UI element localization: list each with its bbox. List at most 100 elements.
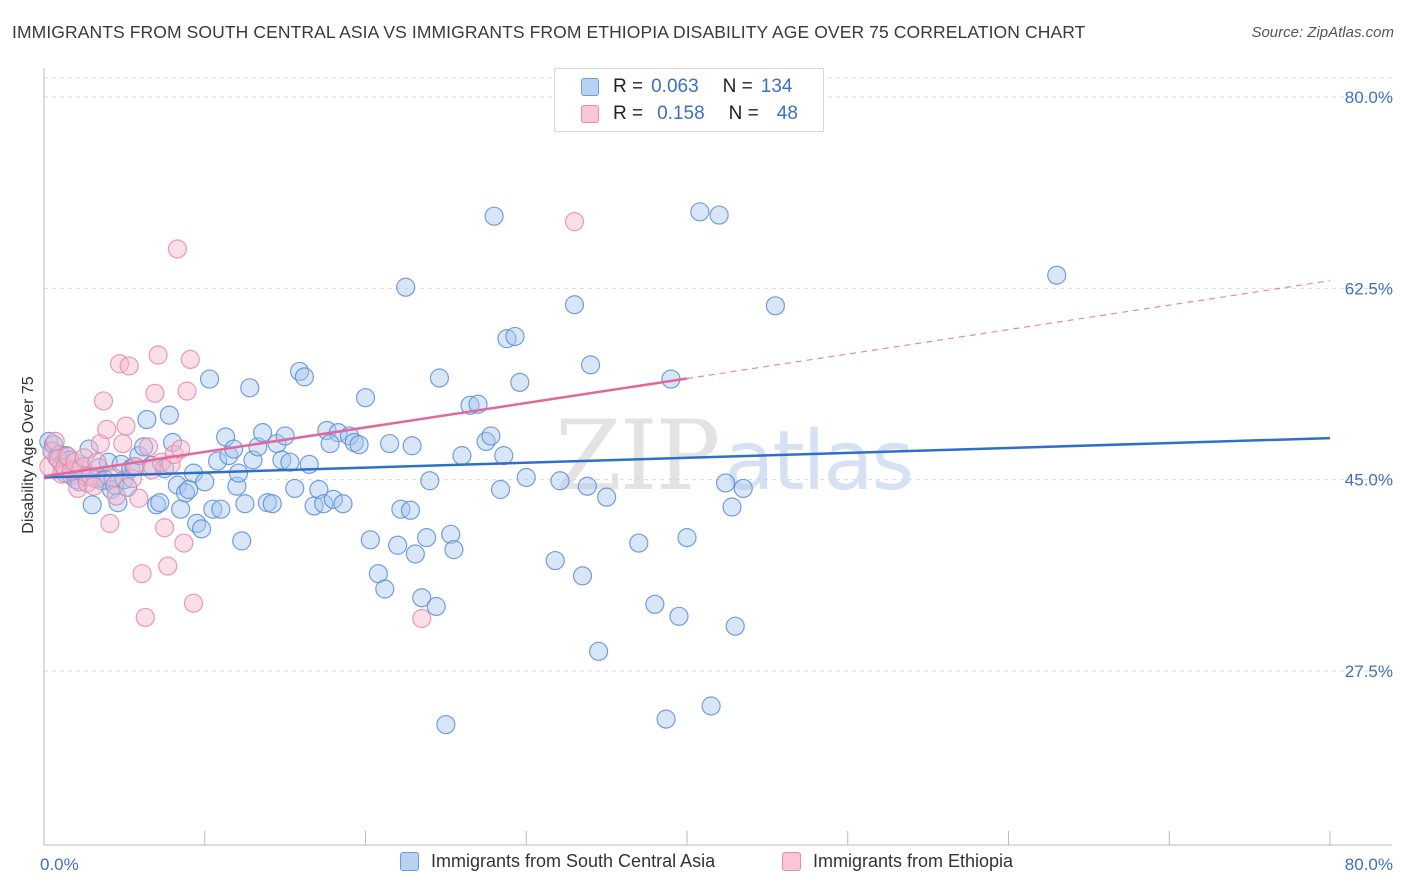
point-ethiopia [97, 419, 117, 439]
point-south-central-asia [309, 479, 329, 500]
point-ethiopia [129, 488, 149, 508]
point-south-central-asia [402, 436, 422, 456]
point-south-central-asia [669, 606, 689, 626]
point-ethiopia [90, 433, 110, 454]
point-south-central-asia [355, 388, 376, 408]
point-south-central-asia [577, 476, 597, 496]
y-tick-label: 62.5% [1345, 279, 1393, 298]
point-south-central-asia [444, 540, 464, 560]
chart-title: IMMIGRANTS FROM SOUTH CENTRAL ASIA VS IM… [12, 22, 1086, 42]
point-south-central-asia [167, 475, 188, 495]
point-south-central-asia [191, 519, 212, 539]
point-south-central-asia [709, 205, 729, 225]
point-south-central-asia [677, 528, 697, 548]
point-south-central-asia [320, 433, 340, 454]
x-tick-label: 80.0% [1345, 855, 1393, 874]
point-south-central-asia [211, 499, 231, 519]
point-south-central-asia [344, 432, 364, 453]
legend-swatch-blue [581, 78, 599, 96]
series-ethiopia [39, 212, 585, 629]
point-south-central-asia [497, 329, 517, 349]
point-south-central-asia [380, 433, 400, 454]
point-south-central-asia [228, 463, 249, 483]
point-south-central-asia [388, 535, 408, 555]
point-south-central-asia [550, 471, 570, 491]
point-ethiopia [68, 478, 88, 499]
legend-n-value: 134 [760, 76, 793, 97]
bottom-legend-label: Immigrants from South Central Asia [431, 851, 716, 871]
point-ethiopia [74, 448, 94, 468]
point-ethiopia [167, 239, 188, 259]
trend-line-ethiopia [43, 377, 688, 478]
trend-line-south-central-asia [43, 436, 1331, 479]
point-south-central-asia [349, 435, 369, 455]
point-ethiopia [148, 345, 168, 365]
point-south-central-asia [426, 596, 446, 617]
point-ethiopia [119, 356, 139, 376]
point-south-central-asia [494, 446, 514, 466]
point-ethiopia [103, 467, 123, 488]
point-south-central-asia [429, 368, 450, 388]
point-ethiopia [84, 476, 104, 496]
point-south-central-asia [396, 277, 416, 297]
point-south-central-asia [516, 467, 536, 488]
point-south-central-asia [391, 499, 411, 519]
bottom-legend-item-south-central-asia: Immigrants from South Central Asia [400, 851, 715, 872]
point-south-central-asia [203, 499, 223, 519]
point-ethiopia [106, 486, 126, 506]
point-ethiopia [145, 383, 165, 403]
point-ethiopia [154, 518, 175, 538]
point-south-central-asia [333, 494, 353, 514]
legend-swatch-pink [581, 105, 599, 123]
point-south-central-asia [360, 530, 380, 550]
point-ethiopia [45, 431, 65, 451]
point-south-central-asia [375, 579, 395, 599]
point-south-central-asia [765, 296, 786, 316]
point-south-central-asia [588, 641, 609, 661]
y-axis-title: Disability Age Over 75 [20, 376, 37, 534]
legend-row-ethiopia: R = 0.158 N = 48 [581, 102, 798, 126]
point-ethiopia [177, 381, 197, 401]
bottom-legend-item-ethiopia: Immigrants from Ethiopia [782, 851, 1013, 872]
point-ethiopia [132, 564, 152, 584]
point-south-central-asia [175, 483, 196, 503]
point-ethiopia [412, 608, 432, 629]
point-south-central-asia [1047, 265, 1067, 285]
point-ethiopia [564, 212, 585, 232]
point-south-central-asia [690, 202, 710, 222]
y-tick-label: 27.5% [1345, 662, 1393, 681]
point-ethiopia [116, 416, 136, 436]
point-south-central-asia [580, 355, 601, 375]
point-south-central-asia [629, 533, 649, 553]
point-south-central-asia [400, 500, 421, 520]
point-south-central-asia [545, 550, 565, 571]
point-south-central-asia [441, 524, 461, 544]
source-credit: Source: ZipAtlas.com [1251, 24, 1394, 41]
legend-r-label: R = [613, 76, 644, 97]
point-south-central-asia [412, 588, 432, 608]
point-south-central-asia [262, 494, 282, 514]
point-south-central-asia [294, 367, 315, 387]
bottom-legend-label: Immigrants from Ethiopia [813, 851, 1014, 871]
legend-n-value: 48 [776, 103, 798, 124]
point-south-central-asia [715, 473, 736, 493]
point-south-central-asia [484, 206, 504, 226]
series-south-central-asia [39, 87, 1067, 735]
point-south-central-asia [564, 295, 585, 315]
point-south-central-asia [597, 487, 617, 507]
x-tick-label: 0.0% [40, 855, 79, 874]
point-south-central-asia [82, 495, 102, 515]
point-south-central-asia [253, 423, 273, 443]
legend-r-value: 0.158 [657, 103, 705, 124]
y-tick-label: 45.0% [1345, 471, 1393, 490]
point-south-central-asia [150, 493, 170, 513]
y-tick-label: 80.0% [1345, 88, 1393, 107]
point-ethiopia [171, 439, 191, 459]
point-south-central-asia [108, 493, 128, 513]
point-south-central-asia [240, 378, 260, 398]
point-south-central-asia [510, 372, 530, 392]
point-ethiopia [93, 391, 114, 411]
point-ethiopia [174, 533, 194, 553]
point-south-central-asia [725, 616, 745, 636]
